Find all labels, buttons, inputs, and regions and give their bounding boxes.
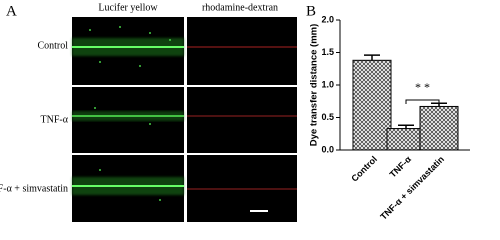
- y-tick-label: 1.0: [321, 79, 334, 89]
- bar: [419, 105, 459, 151]
- x-tick-label: TNF-α: [388, 154, 414, 180]
- bar: [386, 128, 426, 151]
- annotation: * *: [415, 80, 430, 94]
- panel-label: A: [6, 3, 17, 19]
- figure: A Lucifer yellow rhodamine-dextran Contr…: [0, 2, 470, 222]
- significance-bracket: [405, 99, 440, 104]
- row-label: TNF-α + simvastatin: [0, 183, 68, 194]
- error-bar: [398, 124, 414, 129]
- y-tick-label: 1.5: [321, 47, 334, 57]
- panel-label: B: [306, 3, 316, 19]
- y-tick-label: 0.0: [321, 144, 334, 154]
- x-tick-label: Control: [349, 154, 379, 184]
- x-tick-label: TNF-α + simvastatin: [378, 154, 446, 222]
- micrographs: [72, 17, 297, 222]
- column-header: Lucifer yellow: [98, 2, 158, 13]
- y-axis-title: Dye transfer distance (mm): [309, 24, 320, 146]
- y-tick-label: 2.0: [321, 14, 334, 24]
- row-label: Control: [37, 40, 68, 51]
- y-tick-label: 0.5: [321, 112, 334, 122]
- error-bar: [364, 54, 380, 61]
- column-header: rhodamine-dextran: [202, 2, 278, 13]
- bar: [352, 59, 392, 151]
- row-label: TNF-α: [41, 114, 69, 125]
